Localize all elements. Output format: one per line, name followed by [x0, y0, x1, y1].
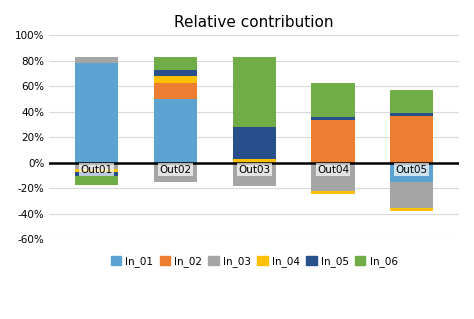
- Bar: [311, 163, 355, 191]
- Bar: [75, 172, 118, 176]
- Bar: [390, 113, 433, 116]
- Bar: [154, 57, 197, 70]
- Bar: [311, 117, 355, 120]
- Bar: [154, 99, 197, 163]
- Title: Relative contribution: Relative contribution: [174, 15, 334, 30]
- Bar: [390, 163, 433, 182]
- Legend: In_01, In_02, In_03, In_04, In_05, In_06: In_01, In_02, In_03, In_04, In_05, In_06: [107, 252, 402, 271]
- Bar: [311, 191, 355, 194]
- Bar: [390, 208, 433, 211]
- Bar: [390, 90, 433, 113]
- Bar: [75, 63, 118, 163]
- Text: Out03: Out03: [238, 165, 270, 175]
- Bar: [154, 163, 197, 182]
- Bar: [75, 163, 118, 169]
- Bar: [154, 76, 197, 83]
- Bar: [311, 83, 355, 117]
- Text: Out02: Out02: [159, 165, 191, 175]
- Bar: [390, 182, 433, 208]
- Bar: [154, 83, 197, 99]
- Bar: [75, 169, 118, 172]
- Bar: [233, 159, 276, 163]
- Text: Out01: Out01: [81, 165, 113, 175]
- Bar: [154, 70, 197, 76]
- Bar: [311, 120, 355, 163]
- Bar: [233, 127, 276, 159]
- Bar: [390, 116, 433, 163]
- Text: Out05: Out05: [396, 165, 428, 175]
- Bar: [75, 176, 118, 185]
- Bar: [233, 57, 276, 127]
- Bar: [75, 57, 118, 63]
- Bar: [233, 163, 276, 186]
- Text: Out04: Out04: [317, 165, 349, 175]
